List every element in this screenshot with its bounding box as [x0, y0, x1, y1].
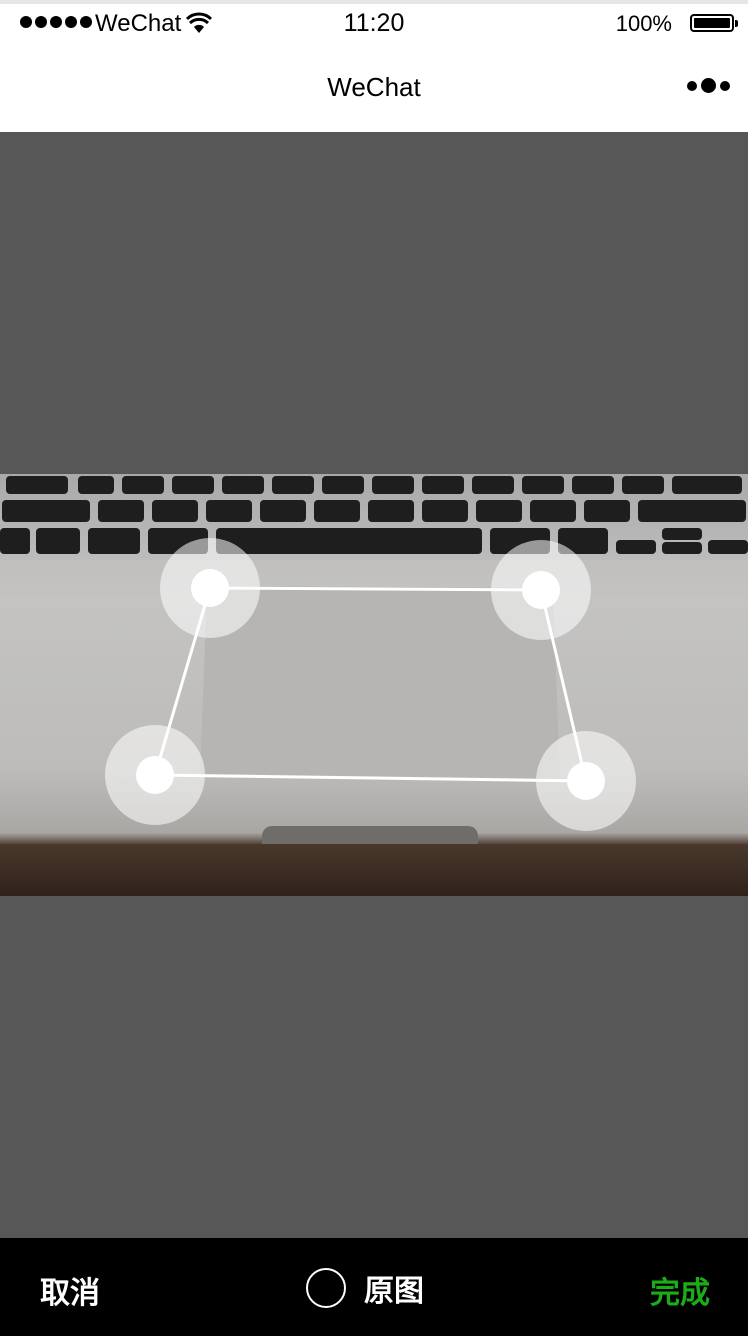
status-bar: WeChat 11:20 100% [0, 4, 748, 44]
battery-percent: 100% [615, 11, 672, 36]
photo-canvas[interactable] [0, 474, 748, 896]
signal-dots-icon [20, 16, 92, 28]
original-image-label: 原图 [364, 1275, 424, 1308]
crop-overlay [105, 538, 636, 831]
nav-bar: WeChat [0, 44, 748, 132]
original-image-toggle[interactable]: 原图 [306, 1266, 424, 1310]
top-strip [0, 0, 748, 4]
more-dots-icon[interactable] [687, 78, 730, 93]
battery-icon [690, 14, 738, 32]
cancel-button[interactable]: 取消 [40, 1277, 100, 1310]
done-button[interactable]: 完成 [650, 1277, 710, 1310]
clock: 11:20 [343, 9, 405, 37]
wifi-icon [186, 12, 212, 33]
crop-handle-top-right[interactable] [491, 540, 591, 640]
keyboard-photo-area [0, 474, 748, 560]
crop-handle-bottom-right[interactable] [536, 731, 636, 831]
laptop-notch [262, 826, 478, 846]
page-title: WeChat [327, 72, 421, 102]
crop-handle-bottom-left[interactable] [105, 725, 205, 825]
bottom-toolbar: 取消 原图 完成 [0, 1238, 748, 1336]
radio-circle-icon[interactable] [306, 1268, 346, 1308]
carrier-name: WeChat [95, 10, 182, 37]
table-surface [0, 844, 748, 896]
crop-handle-top-left[interactable] [160, 538, 260, 638]
